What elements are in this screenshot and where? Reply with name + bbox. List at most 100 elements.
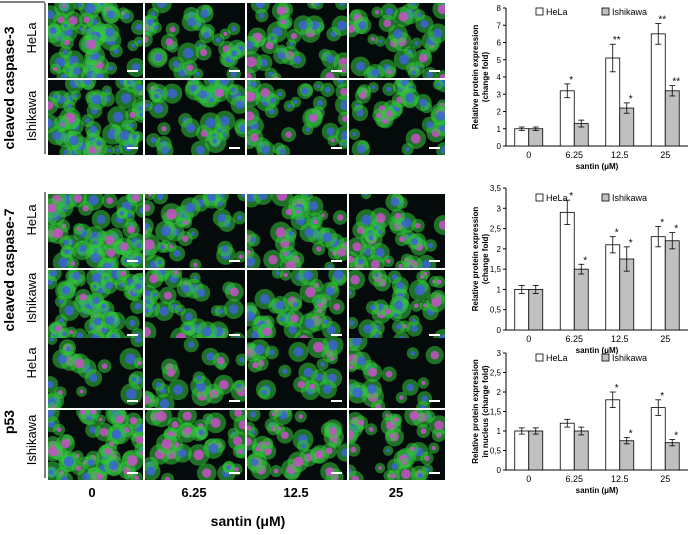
y-axis-title: (change fold) [481, 52, 490, 103]
x-tick-label: 12.5 [611, 334, 629, 344]
y-tick-label: 0 [497, 142, 502, 151]
y-tick-label: 2 [497, 245, 502, 254]
micrograph-r0-c3 [349, 3, 445, 78]
y-tick-label: 2,5 [490, 369, 502, 378]
cell-label-hela-2: HeLa [24, 204, 39, 236]
significance-marker: * [660, 218, 664, 229]
micrograph-r5-c1 [145, 410, 245, 480]
chart-p53: 0 0,5 1 1,5 2 2,5 3 Relative protein expression… [471, 349, 688, 495]
cell-label-ishikawa-1: Ishikawa [24, 90, 39, 141]
column-label-6-25: 6.25 [181, 485, 206, 500]
micrograph-r0-c1 [145, 3, 245, 78]
x-tick-label: 12.5 [611, 150, 629, 160]
bar-ishikawa-0 [528, 430, 544, 471]
y-axis-title: in nucleus (change fold) [481, 365, 490, 457]
micrograph-r1-c0 [48, 80, 143, 155]
x-axis-title: santin (μM) [576, 162, 619, 171]
micrograph-r2-c2 [247, 194, 347, 268]
y-tick-label: 1,5 [490, 265, 502, 274]
significance-marker: * [674, 431, 678, 442]
legend-swatch-ishikawa [601, 193, 610, 202]
y-tick-label: 0,5 [490, 447, 502, 456]
significance-marker: * [583, 255, 587, 266]
bar-ishikawa-1 [573, 430, 589, 471]
bar-hela-0 [514, 289, 530, 331]
micrograph-r3-c0 [48, 270, 143, 342]
micrograph-r0-c2 [247, 3, 347, 78]
micrograph-r4-c0 [48, 338, 143, 408]
legend-swatch-hela [535, 193, 544, 202]
significance-marker: ** [672, 77, 680, 88]
y-tick-label: 3,5 [490, 184, 502, 193]
x-tick-label: 0 [526, 150, 531, 160]
bar-ishikawa-3 [664, 442, 680, 471]
micrograph-r1-c2 [247, 80, 347, 155]
significance-marker: * [615, 228, 619, 239]
bar-ishikawa-2 [619, 440, 635, 471]
legend-label-hela: HeLa [546, 7, 568, 17]
y-tick-label: 5 [497, 56, 502, 65]
y-tick-label: 2,5 [490, 225, 502, 234]
y-axis-title: Relative protein expression [471, 359, 480, 464]
y-tick-label: 4 [497, 73, 502, 82]
micrograph-r4-c1 [145, 338, 245, 408]
significance-marker: * [569, 191, 573, 202]
y-tick-label: 2 [497, 108, 502, 117]
bar-ishikawa-0 [528, 128, 544, 147]
column-label-25: 25 [389, 485, 403, 500]
x-tick-label: 6.25 [565, 474, 583, 484]
micrograph-r3-c2 [247, 270, 347, 342]
significance-marker: * [629, 94, 633, 105]
x-axis-title: santin (μM) [576, 346, 619, 355]
legend-label-hela: HeLa [546, 193, 568, 203]
bar-hela-1 [559, 211, 575, 331]
x-tick-label: 25 [660, 474, 670, 484]
micrograph-r2-c3 [349, 194, 445, 268]
x-tick-label: 6.25 [565, 334, 583, 344]
column-axis-title: santin (μM) [211, 513, 286, 529]
legend-swatch-ishikawa [601, 353, 610, 362]
bar-hela-0 [514, 128, 530, 147]
y-tick-label: 1 [497, 285, 502, 294]
significance-marker: * [674, 224, 678, 235]
y-tick-label: 7 [497, 21, 502, 30]
group-label-p53: p53 [1, 410, 17, 434]
bar-ishikawa-1 [573, 268, 589, 331]
micrograph-r5-c3 [349, 410, 445, 480]
significance-marker: * [615, 383, 619, 394]
micrograph-r5-c2 [247, 410, 347, 480]
y-tick-label: 0 [497, 466, 502, 475]
legend-label-ishikawa: Ishikawa [612, 7, 647, 17]
y-tick-label: 8 [497, 4, 502, 13]
significance-marker: * [660, 391, 664, 402]
y-tick-label: 3 [497, 204, 502, 213]
bar-ishikawa-3 [664, 240, 680, 331]
significance-marker: * [569, 75, 573, 86]
x-tick-label: 25 [660, 150, 670, 160]
micrograph-r3-c1 [145, 270, 245, 342]
y-axis-title: (change fold) [481, 234, 490, 285]
cell-label-hela-1: HeLa [24, 22, 39, 54]
bar-hela-1 [559, 422, 575, 471]
x-axis-title: santin (μM) [576, 486, 619, 495]
bar-hela-2 [605, 244, 621, 331]
cell-label-hela-3: HeLa [24, 347, 39, 379]
y-axis-title: Relative protein expression [471, 207, 480, 312]
significance-marker: * [629, 429, 633, 440]
chart-caspase7: 0 0,5 1 1,5 2 2,5 3 3,5 Relative protein express… [471, 184, 688, 355]
column-label-0: 0 [88, 485, 95, 500]
x-tick-label: 25 [660, 334, 670, 344]
micrograph-r4-c3 [349, 338, 445, 408]
y-tick-label: 0 [497, 326, 502, 335]
bar-hela-3 [650, 33, 666, 147]
significance-marker: ** [613, 35, 621, 46]
legend-label-ishikawa: Ishikawa [612, 353, 647, 363]
legend-label-hela: HeLa [546, 353, 568, 363]
bar-hela-1 [559, 90, 575, 147]
bar-hela-2 [605, 399, 621, 471]
y-tick-label: 1 [497, 427, 502, 436]
y-tick-label: 1 [497, 125, 502, 134]
y-tick-label: 3 [497, 90, 502, 99]
micrograph-r2-c0 [48, 194, 143, 268]
